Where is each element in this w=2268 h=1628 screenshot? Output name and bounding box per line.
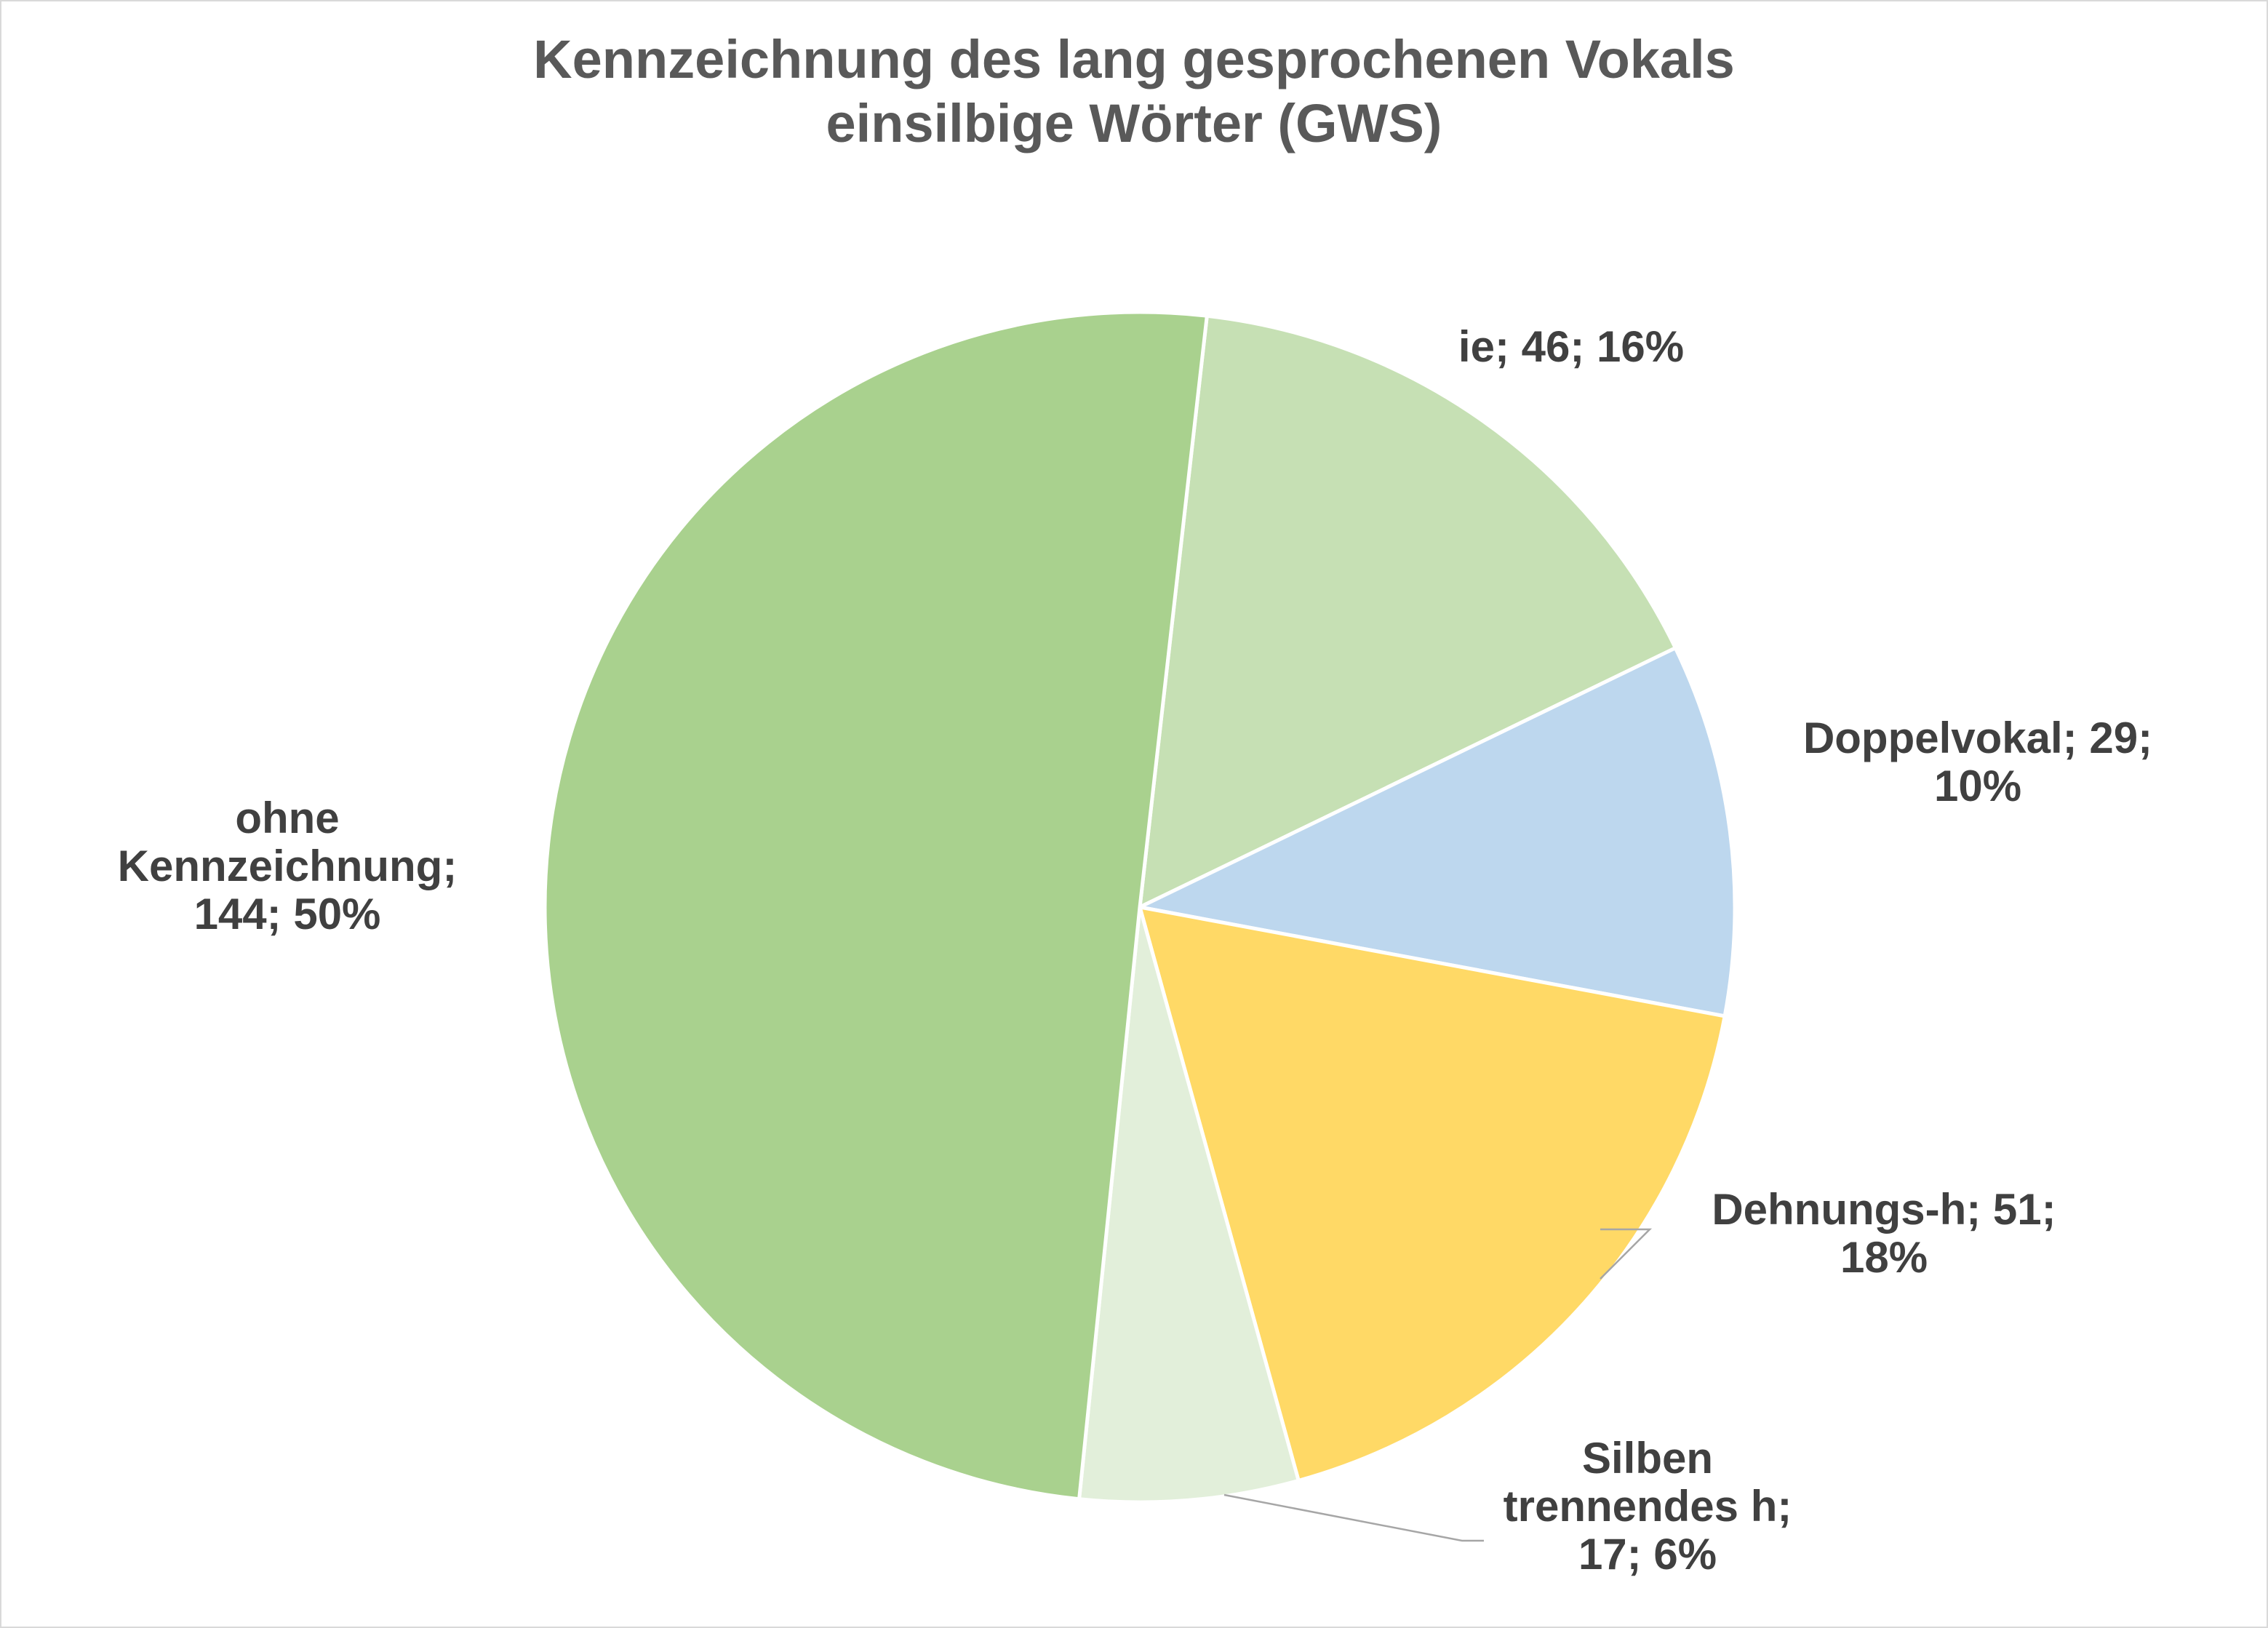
chart-title-line-1: Kennzeichnung des lang gesprochenen Voka…: [533, 29, 1735, 89]
leader-line-dehnungs-h: [1600, 1228, 1653, 1280]
data-label-line: 17; 6%: [1578, 1530, 1717, 1579]
chart-title-line-2: einsilbige Wörter (GWS): [826, 93, 1442, 153]
data-label-line: Doppelvokal; 29;: [1803, 714, 2152, 762]
data-label-ie: ie; 46; 16%: [1458, 322, 1684, 371]
data-label-line: 10%: [1934, 762, 2021, 810]
leader-line-silben-trennendes-h: [1223, 1493, 1484, 1542]
data-label-line: ohne: [235, 794, 339, 842]
chart-title: Kennzeichnung des lang gesprochenen Voka…: [0, 28, 2268, 156]
data-label-line: Kennzeichnung;: [118, 842, 458, 890]
pie-slice-dehnungs-h: [1137, 904, 1728, 1483]
data-label-line: trennendes h;: [1504, 1482, 1792, 1531]
data-label-line: ie; 46; 16%: [1458, 322, 1684, 371]
data-label-line: 144; 50%: [194, 890, 381, 938]
data-label-ohne-kennzeichnung: ohne Kennzeichnung; 144; 50%: [118, 794, 458, 938]
data-label-line: 18%: [1840, 1233, 1928, 1282]
data-label-doppelvokal: Doppelvokal; 29; 10%: [1803, 714, 2152, 810]
data-label-line: Silben: [1582, 1434, 1713, 1483]
pie-slice-doppelvokal: [1134, 645, 1737, 1018]
data-label-line: Dehnungs-h; 51;: [1712, 1185, 2056, 1234]
pie-slice-ohne-kennzeichnung: [543, 310, 1210, 1501]
data-label-dehnungs-h: Dehnungs-h; 51; 18%: [1712, 1185, 2056, 1282]
pie-slice-silben-trennendes-h: [1077, 906, 1301, 1504]
pie-slice-ie: [1138, 314, 1678, 911]
data-label-silben-trennendes-h: Silben trennendes h; 17; 6%: [1504, 1434, 1792, 1579]
